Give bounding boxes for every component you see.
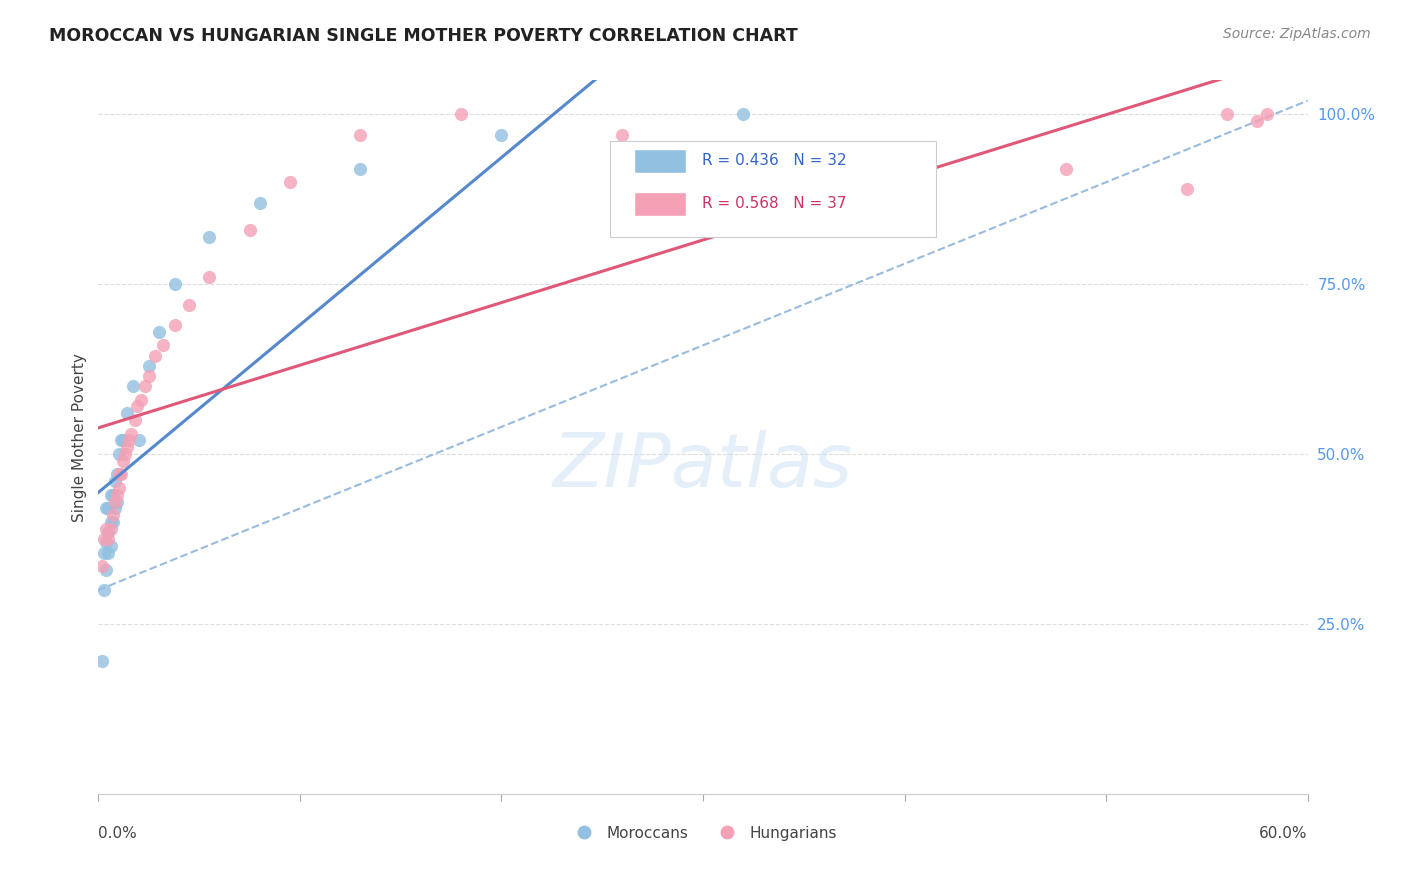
Point <box>110 434 132 448</box>
Point <box>733 107 755 121</box>
Point <box>105 494 128 508</box>
Point <box>105 467 128 482</box>
Point <box>93 546 115 560</box>
Point <box>97 532 120 546</box>
Point <box>148 325 170 339</box>
Point <box>101 488 124 502</box>
Point <box>152 338 174 352</box>
Point <box>249 195 271 210</box>
Point <box>124 413 146 427</box>
Point <box>179 297 201 311</box>
Point <box>491 128 513 142</box>
Point <box>107 481 129 495</box>
Point <box>97 501 120 516</box>
Point <box>103 475 125 489</box>
Point <box>163 277 186 292</box>
Text: R = 0.568   N = 37: R = 0.568 N = 37 <box>702 196 846 211</box>
Point <box>349 128 371 142</box>
Point <box>120 426 142 441</box>
Point <box>1054 161 1077 176</box>
Point <box>134 379 156 393</box>
Point <box>125 400 148 414</box>
Point <box>110 467 132 482</box>
Point <box>103 501 125 516</box>
Point <box>239 223 262 237</box>
Point <box>198 270 221 285</box>
Text: R = 0.436   N = 32: R = 0.436 N = 32 <box>702 153 846 169</box>
Point <box>115 406 138 420</box>
Point <box>349 161 371 176</box>
Point <box>121 379 143 393</box>
Point <box>111 434 134 448</box>
Point <box>450 107 472 121</box>
Point <box>93 582 115 597</box>
Point <box>118 434 141 448</box>
Point <box>100 522 122 536</box>
Y-axis label: Single Mother Poverty: Single Mother Poverty <box>72 352 87 522</box>
Point <box>129 392 152 407</box>
Text: 0.0%: 0.0% <box>98 826 138 841</box>
Point <box>138 368 160 383</box>
FancyBboxPatch shape <box>634 192 686 216</box>
Point <box>114 447 136 461</box>
Point <box>612 128 634 142</box>
Point <box>1175 182 1198 196</box>
Point <box>198 229 221 244</box>
Point <box>93 532 115 546</box>
Point <box>853 141 876 155</box>
FancyBboxPatch shape <box>634 149 686 173</box>
Point <box>1216 107 1239 121</box>
Point <box>96 522 118 536</box>
Point <box>128 434 150 448</box>
Point <box>97 525 120 540</box>
Point <box>278 175 301 189</box>
Point <box>103 494 125 508</box>
FancyBboxPatch shape <box>610 141 936 237</box>
Point <box>96 563 118 577</box>
Point <box>101 508 124 523</box>
Point <box>100 539 122 553</box>
Point <box>115 440 138 454</box>
Point <box>97 546 120 560</box>
Point <box>101 515 124 529</box>
Text: ZIPatlas: ZIPatlas <box>553 430 853 501</box>
Point <box>91 654 114 668</box>
Point <box>96 501 118 516</box>
Point <box>96 535 118 549</box>
Legend: Moroccans, Hungarians: Moroccans, Hungarians <box>562 820 844 847</box>
Point <box>163 318 186 332</box>
Point <box>143 349 166 363</box>
Text: Source: ZipAtlas.com: Source: ZipAtlas.com <box>1223 27 1371 41</box>
Point <box>100 515 122 529</box>
Point <box>1256 107 1278 121</box>
Point <box>107 467 129 482</box>
Point <box>91 559 114 574</box>
Point <box>105 488 128 502</box>
Text: 60.0%: 60.0% <box>1260 826 1308 841</box>
Point <box>100 488 122 502</box>
Point <box>138 359 160 373</box>
Point <box>107 447 129 461</box>
Text: MOROCCAN VS HUNGARIAN SINGLE MOTHER POVERTY CORRELATION CHART: MOROCCAN VS HUNGARIAN SINGLE MOTHER POVE… <box>49 27 799 45</box>
Point <box>1246 114 1268 128</box>
Point <box>111 454 134 468</box>
